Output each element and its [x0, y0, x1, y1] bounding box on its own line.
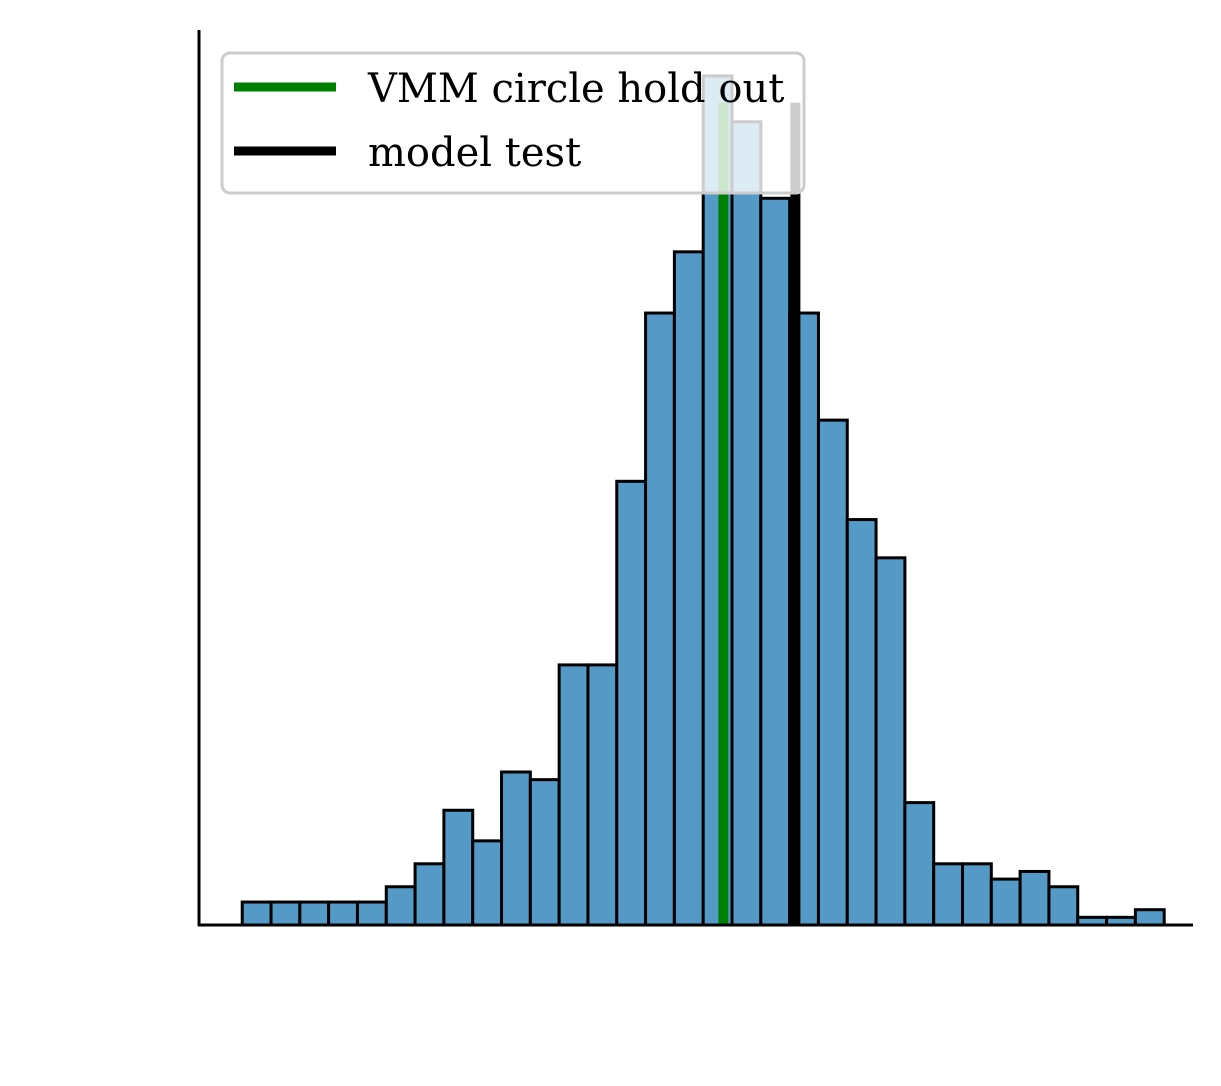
histogram-bar	[528, 778, 561, 927]
histogram-bar	[442, 808, 475, 927]
legend-label-model-test: model test	[368, 130, 581, 176]
histogram-bar	[816, 418, 849, 927]
histogram-bar	[1018, 869, 1051, 927]
legend: VMM circle hold out model test	[220, 51, 806, 195]
histogram-bar	[759, 196, 792, 927]
histogram-bar	[903, 801, 936, 927]
histogram-bar	[355, 900, 388, 927]
histogram-bar	[298, 900, 331, 927]
histogram-bar	[989, 877, 1022, 927]
histogram-bar	[240, 900, 273, 927]
histogram-bars	[240, 74, 1166, 927]
histogram-bar	[730, 120, 763, 927]
histogram-bar	[413, 862, 446, 927]
legend-box	[220, 51, 806, 195]
histogram-bar	[586, 663, 619, 927]
histogram-bar	[932, 862, 965, 927]
histogram-bar	[500, 770, 532, 927]
histogram-bar	[471, 839, 504, 927]
legend-label-vmm: VMM circle hold out	[367, 66, 784, 112]
histogram-bar	[961, 862, 993, 927]
histogram-bar	[845, 518, 878, 927]
histogram-bar	[269, 900, 302, 927]
histogram-bar	[384, 885, 417, 927]
histogram-bar	[327, 900, 359, 927]
histogram-bar	[1133, 908, 1166, 927]
histogram-bar	[644, 311, 676, 927]
histogram-bar	[557, 663, 590, 927]
histogram-bar	[615, 479, 648, 927]
histogram-bar	[672, 250, 705, 927]
reference-lines	[718, 102, 801, 925]
histogram-bar	[874, 556, 907, 927]
histogram-bar	[1047, 885, 1080, 927]
